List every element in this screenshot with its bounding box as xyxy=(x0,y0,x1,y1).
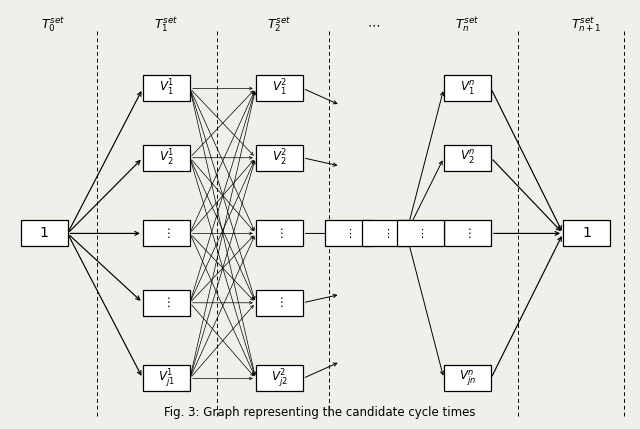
Bar xyxy=(444,366,491,392)
Bar xyxy=(324,221,372,246)
Bar xyxy=(362,221,410,246)
Bar xyxy=(143,76,190,101)
Text: $T_1^{set}$: $T_1^{set}$ xyxy=(154,16,179,35)
Text: $V_1^1$: $V_1^1$ xyxy=(159,79,174,98)
Text: $T_n^{set}$: $T_n^{set}$ xyxy=(455,16,479,35)
Bar xyxy=(256,290,303,316)
Bar xyxy=(397,221,444,246)
Text: $V_2^1$: $V_2^1$ xyxy=(159,148,174,168)
Text: $\vdots$: $\vdots$ xyxy=(162,227,171,240)
Text: $T_{n+1}^{set}$: $T_{n+1}^{set}$ xyxy=(572,16,602,35)
Bar xyxy=(143,145,190,171)
Bar xyxy=(256,366,303,392)
Bar xyxy=(256,221,303,246)
Bar xyxy=(20,221,68,246)
Text: 1: 1 xyxy=(40,227,49,240)
Bar xyxy=(444,221,491,246)
Text: $V_{j1}^1$: $V_{j1}^1$ xyxy=(158,367,175,390)
Text: $\vdots$: $\vdots$ xyxy=(463,227,472,240)
Bar xyxy=(563,221,610,246)
Text: $V_2^2$: $V_2^2$ xyxy=(271,148,287,168)
Bar xyxy=(444,76,491,101)
Text: $V_1^n$: $V_1^n$ xyxy=(460,80,475,97)
Text: $V_2^n$: $V_2^n$ xyxy=(460,149,475,166)
Bar xyxy=(143,221,190,246)
Text: $T_2^{set}$: $T_2^{set}$ xyxy=(267,16,291,35)
Text: $\vdots$: $\vdots$ xyxy=(382,227,390,240)
Text: $V_{j2}^2$: $V_{j2}^2$ xyxy=(271,367,287,390)
Bar xyxy=(444,145,491,171)
Bar xyxy=(256,145,303,171)
Text: $\vdots$: $\vdots$ xyxy=(275,296,284,309)
Text: $\vdots$: $\vdots$ xyxy=(416,227,424,240)
Text: 1: 1 xyxy=(582,227,591,240)
Text: $V_1^2$: $V_1^2$ xyxy=(271,79,287,98)
Bar xyxy=(256,76,303,101)
Bar xyxy=(143,366,190,392)
Text: $\cdots$: $\cdots$ xyxy=(367,19,380,32)
Text: $V_{jn}^n$: $V_{jn}^n$ xyxy=(459,369,476,388)
Text: Fig. 3: Graph representing the candidate cycle times: Fig. 3: Graph representing the candidate… xyxy=(164,405,476,419)
Text: $\vdots$: $\vdots$ xyxy=(344,227,352,240)
Text: $\vdots$: $\vdots$ xyxy=(275,227,284,240)
Bar xyxy=(143,290,190,316)
Text: $\vdots$: $\vdots$ xyxy=(162,296,171,309)
Text: $T_0^{set}$: $T_0^{set}$ xyxy=(42,16,65,35)
